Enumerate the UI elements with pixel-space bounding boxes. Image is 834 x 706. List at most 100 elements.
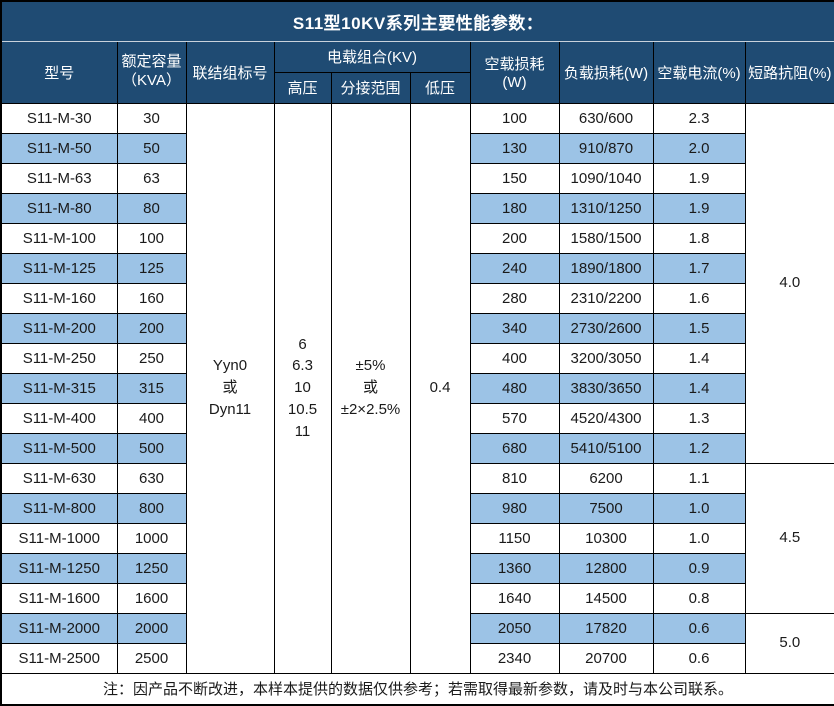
no-load-loss-cell: 200 <box>469 222 560 254</box>
model-cell: S11-M-63 <box>0 162 118 194</box>
no-load-current-cell: 2.0 <box>652 132 746 164</box>
no-load-current-cell: 1.0 <box>652 522 746 554</box>
table-row: S11-M-63 63 150 1090/1040 1.9 <box>0 162 834 194</box>
footer-note-row: 注：因产品不断改进，本样本提供的数据仅供参考；若需取得最新参数，请及时与本公司联… <box>0 672 834 706</box>
no-load-current-cell: 1.4 <box>652 372 746 404</box>
capacity-cell: 315 <box>116 372 187 404</box>
capacity-cell: 1250 <box>116 552 187 584</box>
no-load-loss-cell: 240 <box>469 252 560 284</box>
no-load-current-cell: 1.6 <box>652 282 746 314</box>
model-cell: S11-M-1000 <box>0 522 118 554</box>
no-load-loss-cell: 1360 <box>469 552 560 584</box>
no-load-current-cell: 1.3 <box>652 402 746 434</box>
model-cell: S11-M-500 <box>0 432 118 464</box>
no-load-current-cell: 0.8 <box>652 582 746 614</box>
load-loss-cell: 4520/4300 <box>558 402 654 434</box>
load-loss-cell: 7500 <box>558 492 654 524</box>
col-header-no-load-loss: 空载损耗(W) <box>469 40 560 104</box>
model-cell: S11-M-1250 <box>0 552 118 584</box>
model-cell: S11-M-30 <box>0 102 118 134</box>
load-loss-cell: 5410/5100 <box>558 432 654 464</box>
capacity-cell: 2000 <box>116 612 187 644</box>
load-loss-cell: 630/600 <box>558 102 654 134</box>
no-load-current-cell: 0.6 <box>652 612 746 644</box>
model-cell: S11-M-630 <box>0 462 118 494</box>
capacity-cell: 160 <box>116 282 187 314</box>
capacity-cell: 250 <box>116 342 187 374</box>
table-row: S11-M-500 500 680 5410/5100 1.2 <box>0 432 834 464</box>
connection-cell: Yyn0 或 Dyn11 <box>185 102 275 674</box>
table-row: S11-M-160 160 280 2310/2200 1.6 <box>0 282 834 314</box>
model-cell: S11-M-800 <box>0 492 118 524</box>
no-load-loss-cell: 1150 <box>469 522 560 554</box>
no-load-loss-cell: 150 <box>469 162 560 194</box>
table-row: S11-M-1000 1000 1150 10300 1.0 <box>0 522 834 554</box>
load-loss-cell: 6200 <box>558 462 654 494</box>
impedance-cell: 4.5 <box>744 462 834 614</box>
no-load-current-cell: 1.7 <box>652 252 746 284</box>
capacity-cell: 80 <box>116 192 187 224</box>
load-loss-cell: 3200/3050 <box>558 342 654 374</box>
table-row: S11-M-630 630 810 6200 1.1 4.5 <box>0 462 834 614</box>
no-load-current-cell: 1.9 <box>652 192 746 224</box>
lv-cell: 0.4 <box>409 102 471 674</box>
table-row: S11-M-1600 1600 1640 14500 0.8 <box>0 582 834 614</box>
capacity-cell: 400 <box>116 402 187 434</box>
no-load-loss-cell: 480 <box>469 372 560 404</box>
model-cell: S11-M-50 <box>0 132 118 164</box>
no-load-current-cell: 2.3 <box>652 102 746 134</box>
capacity-cell: 100 <box>116 222 187 254</box>
load-loss-cell: 1890/1800 <box>558 252 654 284</box>
table-row: S11-M-200 200 340 2730/2600 1.5 <box>0 312 834 344</box>
header-row-1: 型号 额定容量 （KVA） 联结组标号 电载组合(KV) 空载损耗(W) 负载损… <box>0 40 834 104</box>
model-cell: S11-M-400 <box>0 402 118 434</box>
no-load-loss-cell: 280 <box>469 282 560 314</box>
capacity-cell: 1600 <box>116 582 187 614</box>
load-loss-cell: 910/870 <box>558 132 654 164</box>
hv-cell: 6 6.3 10 10.5 11 <box>273 102 332 674</box>
no-load-current-cell: 1.2 <box>652 432 746 464</box>
load-loss-cell: 1310/1250 <box>558 192 654 224</box>
capacity-cell: 63 <box>116 162 187 194</box>
impedance-cell: 4.0 <box>744 102 834 464</box>
capacity-cell: 1000 <box>116 522 187 554</box>
no-load-loss-cell: 1640 <box>469 582 560 614</box>
table-row: S11-M-50 50 130 910/870 2.0 <box>0 132 834 164</box>
title-bar: S11型10KV系列主要性能参数： <box>1 1 834 42</box>
table-row: S11-M-2500 2500 2340 20700 0.6 <box>0 642 834 674</box>
capacity-cell: 30 <box>116 102 187 134</box>
load-loss-cell: 14500 <box>558 582 654 614</box>
load-loss-cell: 3830/3650 <box>558 372 654 404</box>
table-row: S11-M-80 80 180 1310/1250 1.9 <box>0 192 834 224</box>
no-load-loss-cell: 980 <box>469 492 560 524</box>
capacity-cell: 630 <box>116 462 187 494</box>
tap-range-cell: ±5% 或 ±2×2.5% <box>330 102 411 674</box>
no-load-current-cell: 1.9 <box>652 162 746 194</box>
no-load-loss-cell: 570 <box>469 402 560 434</box>
model-cell: S11-M-100 <box>0 222 118 254</box>
col-header-model: 型号 <box>0 40 118 104</box>
no-load-loss-cell: 680 <box>469 432 560 464</box>
impedance-cell: 5.0 <box>744 612 834 674</box>
no-load-loss-cell: 810 <box>469 462 560 494</box>
no-load-loss-cell: 130 <box>469 132 560 164</box>
model-cell: S11-M-2500 <box>0 642 118 674</box>
table-row: S11-M-315 315 480 3830/3650 1.4 <box>0 372 834 404</box>
load-loss-cell: 1090/1040 <box>558 162 654 194</box>
capacity-cell: 2500 <box>116 642 187 674</box>
header-row-2: 高压 分接范围 低压 <box>1 71 834 104</box>
table-row: S11-M-250 250 400 3200/3050 1.4 <box>0 342 834 374</box>
load-loss-cell: 20700 <box>558 642 654 674</box>
model-cell: S11-M-250 <box>0 342 118 374</box>
col-header-load-loss: 负载损耗(W) <box>558 40 654 104</box>
capacity-cell: 200 <box>116 312 187 344</box>
capacity-cell: 50 <box>116 132 187 164</box>
no-load-current-cell: 1.5 <box>652 312 746 344</box>
col-header-connection: 联结组标号 <box>185 40 275 104</box>
load-loss-cell: 2310/2200 <box>558 282 654 314</box>
no-load-current-cell: 1.4 <box>652 342 746 374</box>
model-cell: S11-M-315 <box>0 372 118 404</box>
model-cell: S11-M-200 <box>0 312 118 344</box>
page-title: S11型10KV系列主要性能参数： <box>1 1 834 42</box>
